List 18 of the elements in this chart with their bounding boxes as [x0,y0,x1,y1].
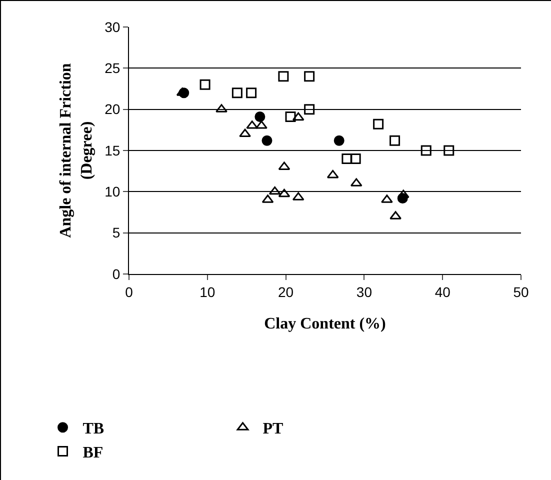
y-tick-label: 15 [104,142,120,158]
x-axis-title: Clay Content (%) [264,316,386,332]
y-axis-title: Angle of internal Friction (Degree) [58,63,96,238]
y-tick-label: 0 [112,266,120,282]
y-tick-label: 5 [112,224,120,241]
x-tick-label: 40 [434,284,451,300]
x-tick-label: 30 [356,284,372,300]
y-tick-label: 20 [104,101,120,118]
x-tick-label: 10 [200,284,216,300]
x-tick-label: 50 [513,284,529,300]
y-tick-label: 25 [104,60,120,76]
legend-label: BF [82,444,104,462]
legend-label: TB [82,420,104,438]
y-tick-label: 10 [104,184,120,200]
legend-label: PT [262,420,284,438]
x-tick-label: 0 [125,284,134,300]
x-tick-label: 20 [278,284,294,300]
y-tick-label: 30 [104,18,120,35]
